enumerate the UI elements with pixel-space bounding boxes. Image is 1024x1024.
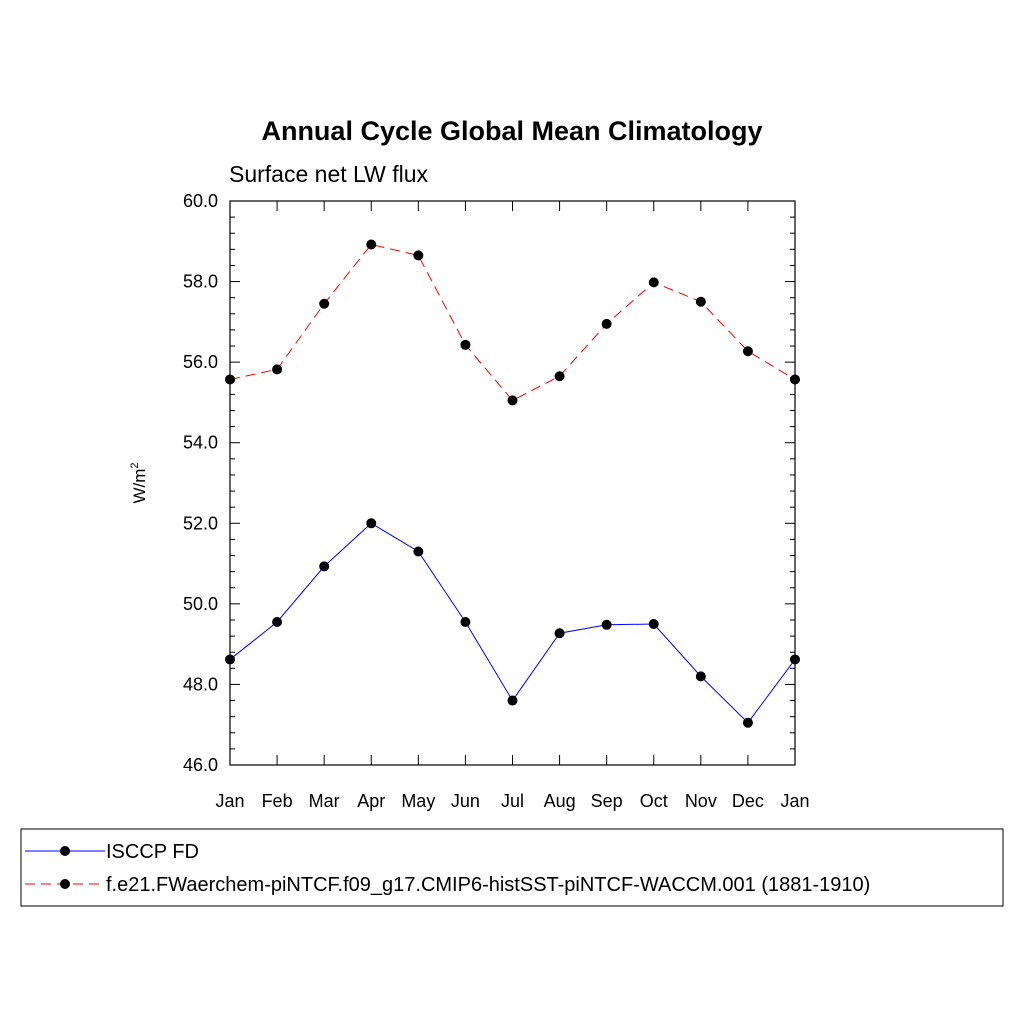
y-tick-label: 54.0 [183,433,218,453]
x-tick-label: Aug [544,791,576,811]
legend-label-1: f.e21.FWaerchem-piNTCF.f09_g17.CMIP6-his… [106,874,870,896]
series-1-point [742,346,753,357]
series-1-point [319,298,330,309]
x-tick-labels: Jan Feb Mar Apr May Jun Jul Aug Sep Oct Nov Dec Jan [215,791,809,811]
series-0-point [225,654,235,665]
legend-label-0: ISCCP FD [106,841,199,863]
series-0-point [601,619,612,630]
x-tick-label: May [401,791,435,811]
series-0-point [413,546,424,557]
series-1-point [648,277,659,288]
series-1-point [554,371,565,382]
series-0-point [648,619,659,629]
x-tick-label: Nov [685,791,717,811]
y-axis-label-superscript: 2 [129,462,141,468]
series-1-point [366,239,377,250]
series-0-point [695,671,706,682]
x-tick-label: Jan [215,791,244,811]
series-1-point [790,374,800,385]
y-tick-label: 50.0 [183,594,218,614]
y-tick-label: 60.0 [183,191,218,211]
y-tick-label: 46.0 [183,755,218,775]
series-1-point [507,395,518,406]
x-tick-label: Jul [501,791,524,811]
y-tick-label: 48.0 [183,674,218,694]
series-0-point [272,616,283,627]
series-0-point [366,518,377,529]
x-tick-label: Dec [732,791,764,811]
plot-frame [229,200,796,766]
chart-title: Annual Cycle Global Mean Climatology [261,116,762,146]
legend: ISCCP FD f.e21.FWaerchem-piNTCF.f09_g17.C… [20,828,1004,907]
x-tick-label: Feb [262,791,293,811]
x-tick-label: Sep [591,791,623,811]
series-1-point [225,374,235,385]
y-axis-label-text: W/m [130,469,149,504]
y-tick-label: 52.0 [183,513,218,533]
series-1-point [460,339,471,350]
series-0-point [507,695,518,706]
x-tick-label: Oct [640,791,668,811]
x-tick-label: Mar [309,791,340,811]
series-0-point [554,628,565,639]
legend-marker-0 [60,846,70,856]
series-1-point [272,364,283,375]
series-0-point [742,717,753,728]
series-1-point [413,250,424,261]
y-tick-labels: 46.0 48.0 50.0 52.0 54.0 56.0 58.0 60.0 [183,191,218,775]
series-0-point [790,654,800,665]
y-axis-label: W/m2 [129,462,149,503]
x-tick-label: Jun [451,791,480,811]
series-0-point [460,616,471,627]
plot-area [225,200,800,766]
y-tick-label: 56.0 [183,352,218,372]
chart-subtitle: Surface net LW flux [229,161,428,187]
series-layer [225,239,800,728]
y-tick-label: 58.0 [183,272,218,292]
legend-box [20,828,1004,907]
series-line-1 [229,243,796,402]
ticks [229,200,796,766]
legend-marker-1 [60,879,70,889]
x-tick-label: Apr [357,791,385,811]
series-0-point [319,561,330,572]
x-tick-label: Jan [780,791,809,811]
series-line-0 [229,522,796,724]
legend-items: ISCCP FD f.e21.FWaerchem-piNTCF.f09_g17.C… [25,841,870,896]
series-1-point [601,318,612,329]
series-1-point [695,296,706,307]
